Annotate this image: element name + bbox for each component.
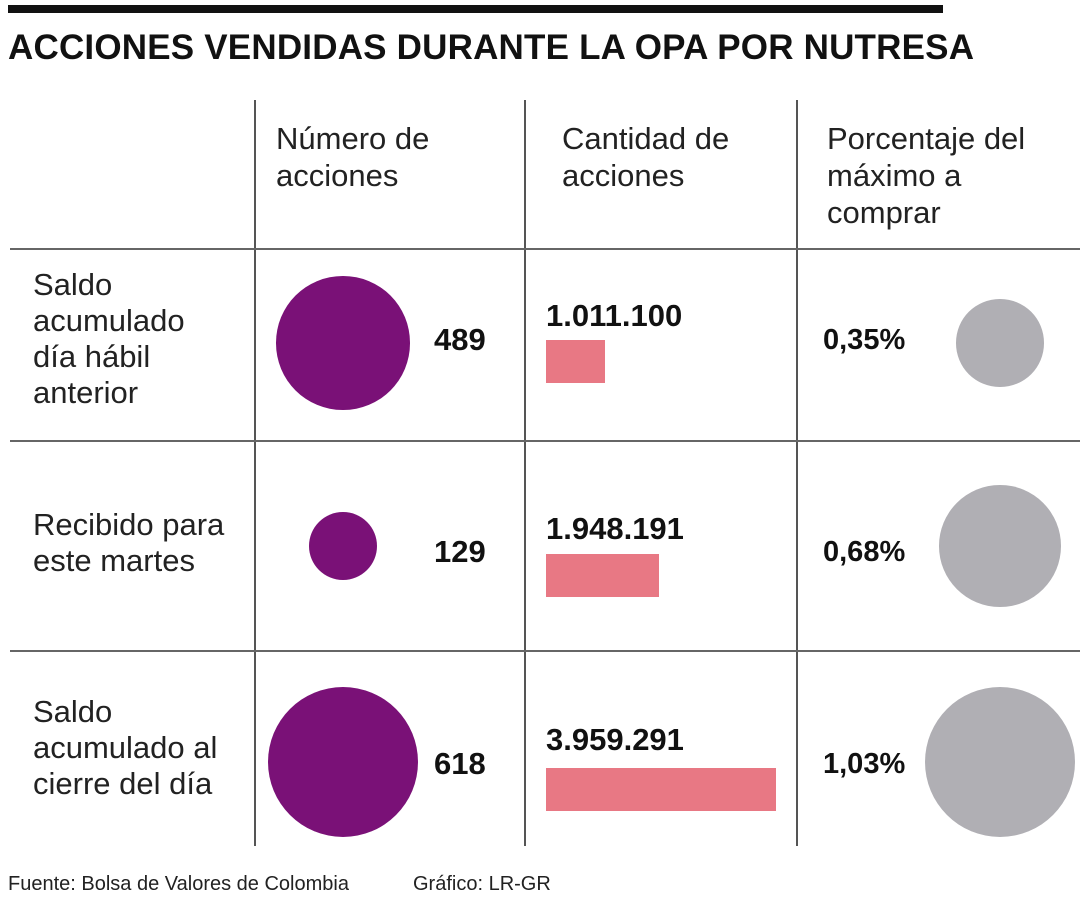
row-divider (10, 650, 1080, 652)
quantity-value: 1.011.100 (546, 298, 683, 333)
count-value: 489 (434, 322, 486, 357)
count-value: 618 (434, 746, 486, 781)
row-label-line: Saldo (33, 694, 113, 729)
row-divider (10, 248, 1080, 250)
top-rule (8, 5, 943, 13)
source-note: Fuente: Bolsa de Valores de Colombia (8, 873, 349, 895)
quantity-value: 3.959.291 (546, 722, 684, 757)
header-line: acciones (562, 158, 685, 193)
row-label-line: cierre del día (33, 766, 213, 801)
column-divider (524, 100, 526, 846)
percent-value: 0,68% (823, 536, 906, 568)
quantity-bar (546, 554, 660, 597)
percent-bubble (925, 687, 1075, 837)
header-line: comprar (827, 195, 941, 230)
quantity-bar (546, 768, 776, 811)
row-label-line: este martes (33, 543, 195, 578)
row-label-line: día hábil (33, 339, 151, 374)
row-divider (10, 440, 1080, 442)
percent-value: 1,03% (823, 748, 906, 780)
header-line: Número de (276, 121, 430, 156)
percent-bubble (956, 299, 1044, 387)
header-line: acciones (276, 158, 399, 193)
header-line: Cantidad de (562, 121, 730, 156)
row-label-line: anterior (33, 375, 139, 410)
percent-value: 0,35% (823, 324, 906, 356)
column-header-quantity: Cantidad de acciones (562, 120, 729, 194)
column-divider (796, 100, 798, 846)
row-label: Recibido para este martes (33, 507, 224, 579)
row-label-line: acumulado (33, 303, 185, 338)
count-bubble (268, 687, 418, 837)
header-line: Porcentaje del (827, 121, 1026, 156)
chart-title: ACCIONES VENDIDAS DURANTE LA OPA POR NUT… (8, 28, 975, 67)
count-bubble (276, 276, 410, 410)
row-label: Saldo acumulado día hábil anterior (33, 267, 185, 411)
row-label-line: Saldo (33, 267, 113, 302)
column-header-count: Número de acciones (276, 120, 429, 194)
percent-bubble (939, 485, 1061, 607)
count-bubble (308, 511, 378, 581)
count-value: 129 (434, 534, 486, 569)
row-label-line: acumulado al (33, 730, 218, 765)
row-label: Saldo acumulado al cierre del día (33, 694, 217, 802)
quantity-bar (546, 340, 605, 383)
header-line: máximo a (827, 158, 962, 193)
column-divider (254, 100, 256, 846)
quantity-value: 1.948.191 (546, 511, 684, 546)
row-label-line: Recibido para (33, 507, 225, 542)
credit-note: Gráfico: LR-GR (413, 873, 551, 895)
column-header-percent: Porcentaje del máximo a comprar (827, 120, 1025, 231)
